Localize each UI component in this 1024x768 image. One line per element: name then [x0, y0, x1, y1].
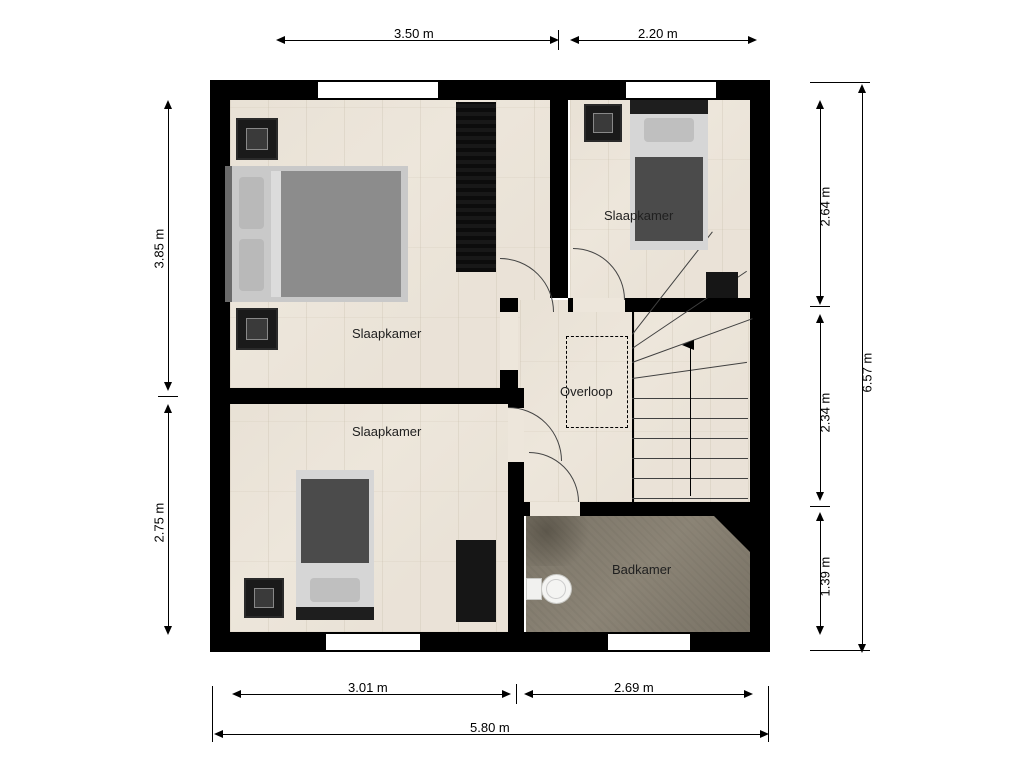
dim-right-2: 2.34 m — [818, 383, 833, 433]
dim-top-2: 2.20 m — [638, 26, 678, 41]
wardrobe-master — [456, 102, 496, 272]
nightstand-top-right — [584, 104, 622, 142]
dim-bottom-outer: 5.80 m — [470, 720, 510, 735]
outer-wall-right — [750, 80, 770, 652]
window-bottom-right — [608, 632, 690, 652]
nightstand-bottom-left — [244, 578, 284, 618]
dim-left-1: 3.85 m — [152, 219, 167, 269]
wall-vertical-top — [550, 80, 568, 298]
dim-bottom-1: 3.01 m — [348, 680, 388, 695]
door-gap-topright — [573, 298, 625, 312]
dim-bottom-2: 2.69 m — [614, 680, 654, 695]
window-top-master — [318, 80, 438, 100]
bed-master — [232, 166, 408, 302]
label-bedroom-bottom-left: Slaapkamer — [352, 424, 421, 439]
floorplan-canvas: Slaapkamer Slaapkamer Slaapkamer Overloo… — [0, 0, 1024, 768]
nightstand-master-top — [236, 118, 278, 160]
furniture-box-bottom-left — [456, 540, 496, 622]
furniture-box-top-right — [706, 272, 738, 298]
label-landing: Overloop — [560, 384, 613, 399]
dim-left-2-line — [168, 412, 169, 628]
door-gap-master — [500, 312, 518, 370]
dim-right-3: 1.39 m — [818, 547, 833, 597]
dim-top-1: 3.50 m — [394, 26, 434, 41]
nightstand-master-bottom — [236, 308, 278, 350]
bed-top-right — [630, 100, 708, 250]
label-master-bedroom: Slaapkamer — [352, 326, 421, 341]
door-gap-bath — [530, 502, 580, 516]
stairwell-opening — [566, 336, 628, 428]
dim-right-1: 2.64 m — [818, 177, 833, 227]
dim-left-2: 2.75 m — [152, 493, 167, 543]
window-bottom-left — [326, 632, 420, 652]
label-bathroom: Badkamer — [612, 562, 671, 577]
dim-left-1-line — [168, 108, 169, 384]
staircase — [632, 310, 748, 502]
bathroom-corner-triangle — [710, 512, 750, 552]
label-bedroom-top-right: Slaapkamer — [604, 208, 673, 223]
bed-bottom-left — [296, 470, 374, 620]
toilet — [526, 570, 572, 608]
window-top-small — [626, 80, 716, 100]
dim-right-outer: 6.57 m — [860, 343, 875, 393]
wall-horizontal-midleft — [210, 388, 518, 404]
shower-area — [526, 516, 596, 566]
